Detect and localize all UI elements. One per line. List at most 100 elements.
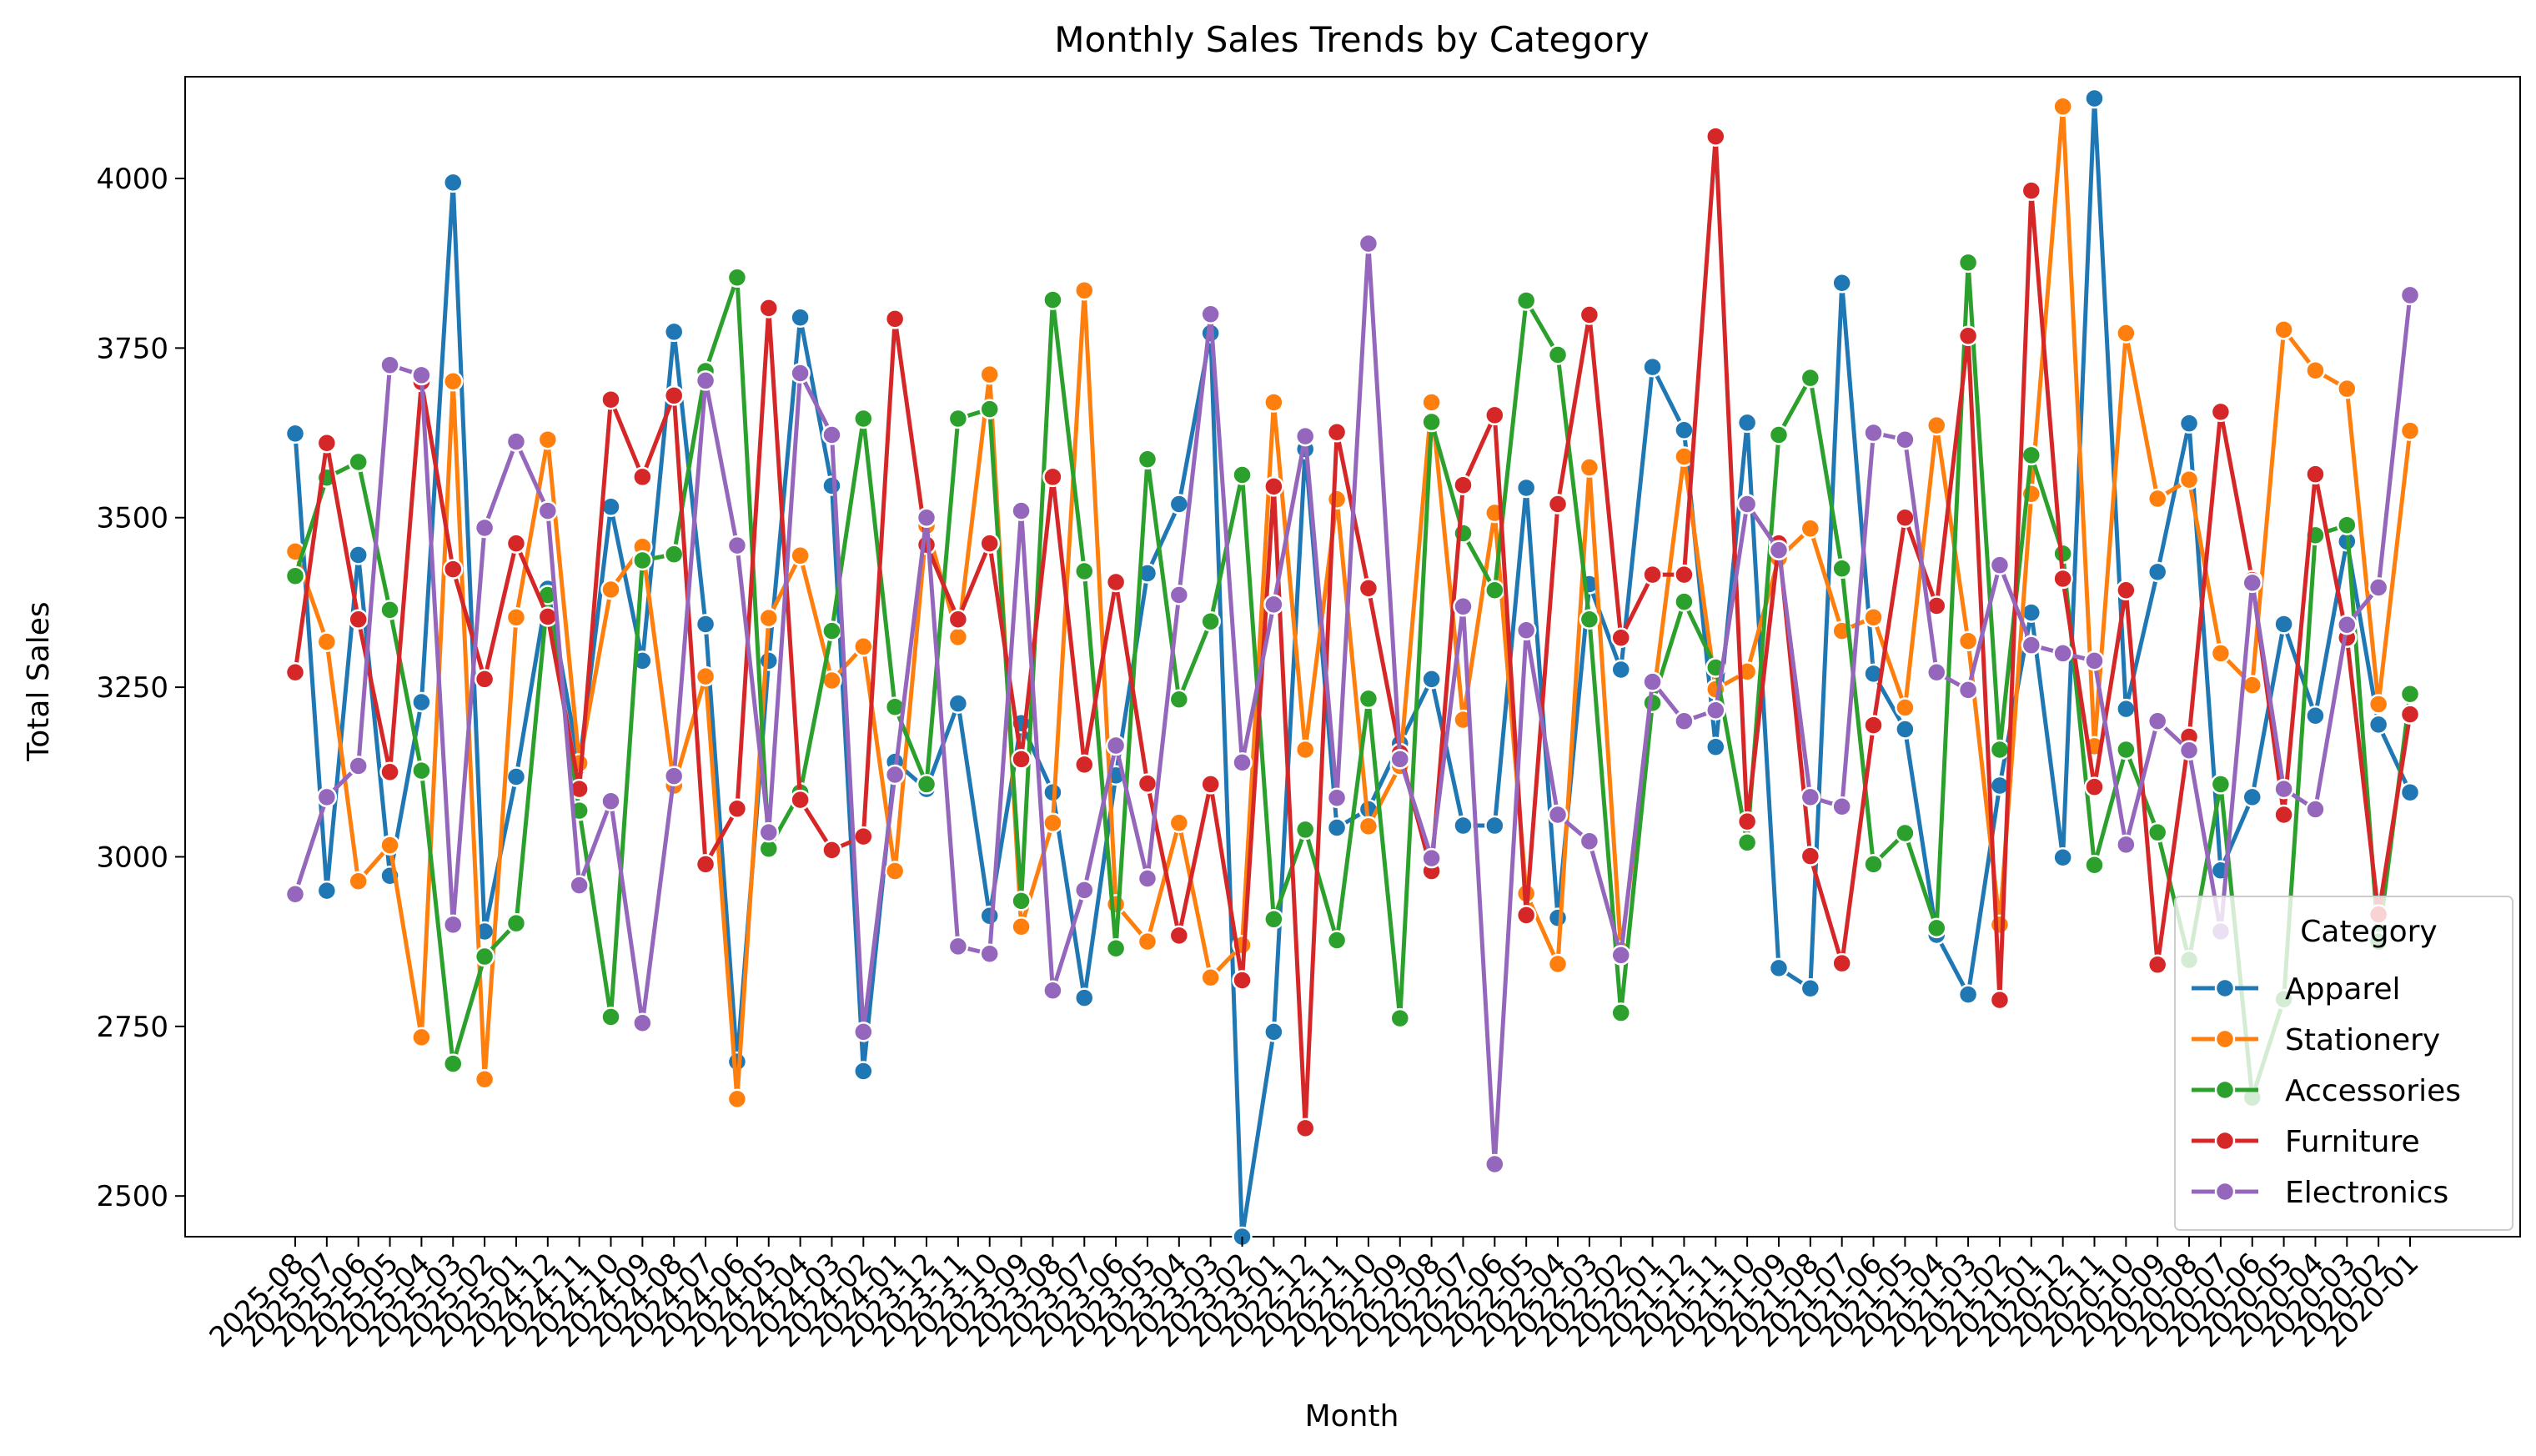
y-axis: 2500 2750 3000 3250 3500 3750 4000 xyxy=(96,163,185,1213)
data-point-stationery xyxy=(790,545,811,566)
y-axis-label: Total Sales xyxy=(22,601,56,761)
data-point-furniture xyxy=(2273,804,2294,826)
data-point-electronics xyxy=(1989,555,2011,575)
data-point-electronics xyxy=(443,914,464,936)
data-point-furniture xyxy=(1358,578,1379,599)
data-point-electronics xyxy=(1705,700,1726,721)
data-point-furniture xyxy=(316,433,338,454)
data-point-stationery xyxy=(884,861,906,881)
data-point-electronics xyxy=(2305,799,2326,820)
series-apparel xyxy=(284,88,2421,1248)
data-point-furniture xyxy=(1011,749,1032,770)
data-point-electronics xyxy=(474,517,495,539)
data-point-furniture xyxy=(1831,952,1852,974)
data-point-electronics xyxy=(2052,643,2073,664)
legend-item-apparel: Apparel xyxy=(2192,972,2401,1007)
data-point-apparel xyxy=(1074,987,1095,1008)
data-point-apparel xyxy=(790,307,811,329)
data-point-accessories xyxy=(1105,938,1127,959)
data-point-electronics xyxy=(1895,429,1916,450)
data-point-electronics xyxy=(1768,540,1790,561)
data-point-stationery xyxy=(1074,279,1095,301)
chart-title: Monthly Sales Trends by Category xyxy=(1054,19,1650,60)
data-point-accessories xyxy=(1263,909,1284,930)
data-point-furniture xyxy=(1074,754,1095,776)
data-point-electronics xyxy=(1294,425,1316,447)
data-point-electronics xyxy=(2021,635,2042,655)
data-point-electronics xyxy=(758,821,780,843)
data-point-apparel xyxy=(1515,477,1537,499)
data-point-electronics xyxy=(1011,500,1032,521)
data-point-electronics xyxy=(916,507,937,528)
data-point-electronics xyxy=(1736,494,1758,515)
data-point-electronics xyxy=(1831,796,1852,817)
data-point-accessories xyxy=(2147,821,2168,843)
data-point-electronics xyxy=(663,766,685,786)
data-point-stationery xyxy=(2178,469,2200,490)
data-point-electronics xyxy=(600,791,621,812)
data-point-accessories xyxy=(600,1007,621,1027)
data-point-electronics xyxy=(1326,787,1348,808)
data-point-stationery xyxy=(1421,392,1442,413)
data-point-furniture xyxy=(443,559,464,580)
data-point-furniture xyxy=(348,609,369,630)
data-point-electronics xyxy=(979,943,1000,965)
data-point-electronics xyxy=(1484,1153,1505,1175)
data-point-electronics xyxy=(1168,585,1190,605)
data-point-accessories xyxy=(1768,424,1790,445)
y-tick-label: 3750 xyxy=(96,332,168,365)
data-point-electronics xyxy=(1926,661,1947,683)
data-point-electronics xyxy=(1389,749,1411,770)
legend-item-electronics: Electronics xyxy=(2192,1176,2448,1210)
data-point-furniture xyxy=(2147,954,2168,976)
data-point-electronics xyxy=(884,764,906,786)
data-point-furniture xyxy=(2021,180,2042,201)
legend-label: Electronics xyxy=(2285,1176,2448,1210)
data-point-apparel xyxy=(821,475,842,496)
data-point-furniture xyxy=(853,826,874,847)
data-point-stationery xyxy=(1736,661,1758,682)
data-point-furniture xyxy=(1263,476,1284,497)
data-point-stationery xyxy=(600,579,621,600)
data-point-accessories xyxy=(1168,689,1190,710)
data-point-apparel xyxy=(1610,659,1631,680)
data-point-furniture xyxy=(2052,568,2073,590)
data-point-electronics xyxy=(1137,868,1158,889)
data-point-furniture xyxy=(1547,494,1569,515)
data-point-stationery xyxy=(1863,607,1884,628)
data-point-furniture xyxy=(1042,466,1063,488)
legend-label: Stationery xyxy=(2285,1023,2440,1057)
data-point-electronics xyxy=(411,364,432,386)
data-point-apparel xyxy=(284,423,306,444)
data-point-furniture xyxy=(505,533,527,554)
data-point-accessories xyxy=(2084,854,2105,876)
legend-label: Furniture xyxy=(2285,1125,2420,1159)
data-point-electronics xyxy=(316,786,338,808)
data-point-apparel xyxy=(2116,698,2137,720)
data-point-electronics xyxy=(947,936,969,957)
data-point-accessories xyxy=(947,408,969,429)
data-point-stationery xyxy=(1989,914,2011,936)
data-point-accessories xyxy=(1579,609,1600,630)
data-point-apparel xyxy=(1326,817,1348,838)
data-point-apparel xyxy=(758,650,780,671)
data-point-accessories xyxy=(1137,449,1158,470)
data-point-electronics xyxy=(2337,615,2358,635)
data-point-stationery xyxy=(2305,359,2326,381)
data-point-apparel xyxy=(348,545,369,565)
data-point-accessories xyxy=(1926,917,1947,939)
data-point-apparel xyxy=(1768,957,1790,979)
data-point-electronics xyxy=(1863,422,1884,444)
data-point-stationery xyxy=(695,665,716,687)
legend-item-furniture: Furniture xyxy=(2192,1125,2420,1159)
data-point-electronics xyxy=(1515,620,1537,641)
data-point-furniture xyxy=(600,389,621,410)
data-point-apparel xyxy=(1705,736,1726,757)
data-point-electronics xyxy=(2399,284,2421,306)
data-point-accessories xyxy=(1547,344,1569,365)
legend-swatch-marker xyxy=(2214,1079,2236,1101)
data-point-furniture xyxy=(2116,580,2137,601)
data-point-accessories xyxy=(1515,290,1537,311)
data-point-stationery xyxy=(947,626,969,648)
